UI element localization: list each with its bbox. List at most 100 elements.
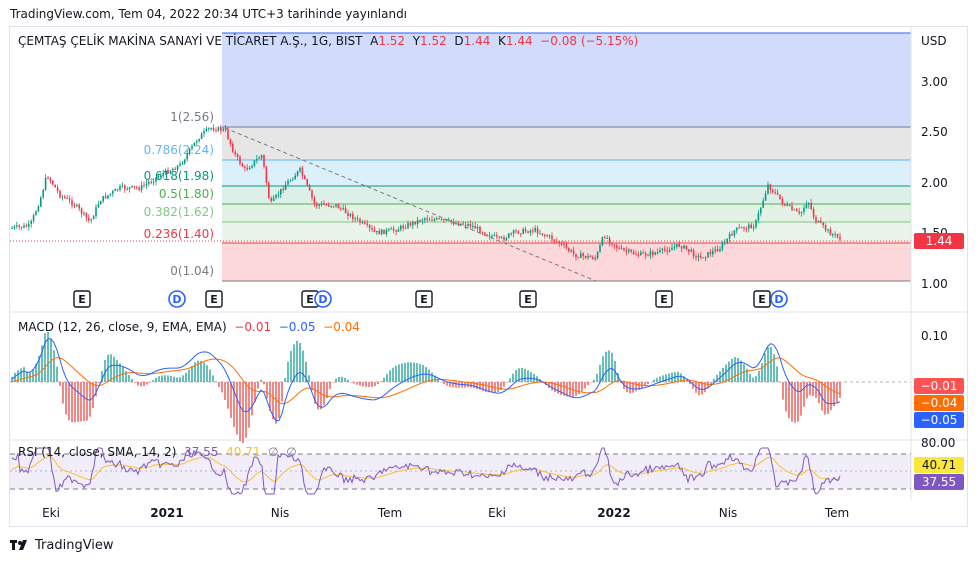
dividend-marker-icon[interactable]: D [770, 290, 788, 308]
candle-body [388, 229, 390, 230]
svg-text:E: E [758, 293, 766, 306]
fib-retracement[interactable] [222, 32, 911, 282]
candle-body [695, 256, 697, 258]
macd-hist-bar [548, 382, 550, 389]
macd-hist-bar [356, 382, 358, 385]
macd-hist-bar [92, 382, 94, 409]
candle-body [251, 165, 253, 168]
candle-body [404, 228, 407, 229]
candle-body [59, 190, 61, 198]
macd-hist-bar [140, 382, 142, 387]
candle-body [738, 227, 740, 229]
candle-body [184, 159, 186, 164]
macd-hist-bar [74, 382, 76, 423]
rsi-legend[interactable]: RSI (14, close, SMA, 14, 2) 37.55 40.71 … [18, 445, 297, 459]
macd-hist-bar [194, 362, 196, 382]
candle-body [311, 190, 313, 198]
earnings-marker-icon[interactable]: E [753, 290, 771, 308]
candle-body [169, 170, 172, 174]
candle-body [390, 228, 392, 230]
candle-body [728, 234, 731, 239]
rsi-value: 37.55 [184, 445, 219, 459]
symbol-legend[interactable]: ÇEMTAŞ ÇELİK MAKİNA SANAYİ VE TİCARET A.… [18, 34, 638, 48]
macd-hist-bar [269, 382, 271, 412]
candle-body [587, 255, 589, 258]
dividend-marker-icon[interactable]: D [314, 290, 332, 308]
candle-body [700, 255, 702, 258]
earnings-marker-icon[interactable]: E [415, 290, 433, 308]
candle-body [397, 229, 400, 232]
candle-body [618, 247, 620, 249]
high-label: Y [412, 34, 421, 48]
rsi-na-1: ∅ [268, 445, 279, 459]
candle-body [131, 185, 133, 188]
macd-hist-bar [812, 382, 814, 397]
macd-hist-bar [764, 353, 766, 382]
candle-body [116, 189, 119, 191]
candle-body [702, 257, 704, 259]
candle-body [832, 234, 834, 236]
candle-body [112, 191, 114, 194]
time-tick-4: Eki [488, 506, 506, 520]
candle-body [560, 243, 563, 245]
macd-hist-bar [65, 382, 67, 415]
publish-caption: TradingView.com, Tem 04, 2022 20:34 UTC+… [10, 7, 408, 21]
earnings-marker-icon[interactable]: E [205, 290, 223, 308]
candle-body [472, 225, 474, 227]
candle-body [642, 252, 644, 254]
rsi-line [11, 447, 841, 495]
candle-body [599, 245, 601, 253]
macd-hist-bar [755, 376, 757, 382]
macd-hist-bar [395, 365, 397, 382]
candle-body [210, 128, 212, 130]
earnings-marker-icon[interactable]: E [655, 290, 673, 308]
macd-hist-bar [593, 379, 595, 382]
candle-body [724, 242, 726, 244]
macd-hist-bar [11, 376, 13, 382]
macd-hist-bar [647, 382, 649, 384]
candle-body [416, 220, 419, 225]
candle-body [515, 230, 517, 232]
macd-hist-bar [596, 373, 598, 382]
macd-hist-bar [761, 363, 763, 382]
macd-hist-bar [662, 375, 664, 382]
earnings-marker-icon[interactable]: E [73, 290, 91, 308]
macd-hist-tag: −0.01 [914, 378, 964, 394]
candle-body [280, 188, 282, 195]
macd-hist-bar [146, 382, 148, 385]
dividend-marker-icon[interactable]: D [168, 290, 186, 308]
earnings-marker-icon[interactable]: E [519, 290, 537, 308]
macd-hist-bar [656, 377, 658, 382]
candle-body [289, 180, 292, 182]
macd-hist-bar [170, 376, 172, 382]
candle-body [42, 189, 44, 198]
time-tick-2: Nis [270, 506, 290, 520]
macd-hist-bar [203, 362, 205, 382]
candle-body [268, 182, 270, 199]
macd-hist-bar [524, 368, 526, 382]
macd-legend[interactable]: MACD (12, 26, close, 9, EMA, EMA) −0.01 … [18, 320, 360, 334]
candle-body [224, 128, 227, 130]
candle-body [592, 257, 594, 259]
candle-body [292, 179, 294, 181]
macd-hist-bar [569, 382, 571, 398]
candle-body [409, 223, 412, 226]
candle-body [467, 224, 469, 226]
macd-hist-bar [281, 382, 283, 402]
candle-body [769, 184, 772, 190]
candle-body [544, 235, 546, 236]
candle-body [400, 225, 402, 230]
brand-logo[interactable]: TradingView [10, 538, 114, 553]
macd-hist-bar [452, 382, 454, 388]
macd-hist-bar [518, 368, 520, 382]
macd-hist-bar [218, 382, 220, 387]
macd-hist-bar [284, 378, 286, 382]
macd-hist-bar [206, 365, 208, 382]
candle-body [88, 217, 90, 221]
candle-body [534, 228, 536, 232]
candle-body [395, 230, 397, 232]
candle-body [433, 219, 436, 221]
fib-trend-line[interactable] [224, 127, 597, 282]
